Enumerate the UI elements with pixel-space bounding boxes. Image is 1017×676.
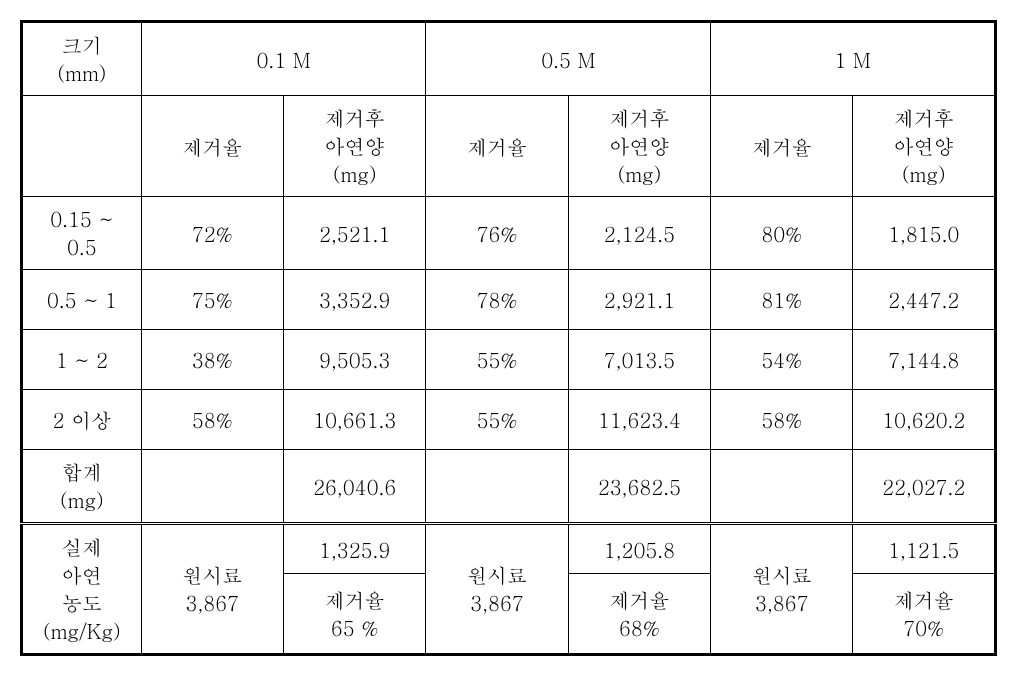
actual-label: 실제 아연 농도 (mg/Kg) <box>22 524 142 655</box>
total-label: 합계 (mg) <box>22 450 142 524</box>
data-table-container: 크기 (mm) 0.1 M 0.5 M 1 M 제거율 제거후 아연양 (mg)… <box>20 20 997 656</box>
header-row-1: 크기 (mm) 0.1 M 0.5 M 1 M <box>22 22 996 96</box>
raw-sample-2: 원시료 3,867 <box>426 524 568 655</box>
row-size: 1 ~ 2 <box>22 330 142 390</box>
table-row: 0.5 ~ 1 75% 3,352.9 78% 2,921.1 81% 2,44… <box>22 270 996 330</box>
subheader-after-1: 제거후 아연양 (mg) <box>283 96 426 197</box>
cell-after: 2,447.2 <box>853 270 996 330</box>
actual-removal-2: 제거율 68% <box>568 574 711 655</box>
row-size: 2 이상 <box>22 390 142 450</box>
cell-removal: 76% <box>426 197 568 270</box>
total-cell <box>711 450 853 524</box>
total-cell <box>426 450 568 524</box>
cell-removal: 80% <box>711 197 853 270</box>
cell-after: 1,815.0 <box>853 197 996 270</box>
cell-after: 2,921.1 <box>568 270 711 330</box>
table-row: 0.15 ~ 0.5 72% 2,521.1 76% 2,124.5 80% 1… <box>22 197 996 270</box>
cell-after: 2,521.1 <box>283 197 426 270</box>
cell-removal: 55% <box>426 390 568 450</box>
raw-sample-3: 원시료 3,867 <box>711 524 853 655</box>
cell-removal: 58% <box>141 390 283 450</box>
cell-removal: 75% <box>141 270 283 330</box>
header-col1: 0.1 M <box>141 22 426 96</box>
actual-row-1: 실제 아연 농도 (mg/Kg) 원시료 3,867 1,325.9 원시료 3… <box>22 524 996 574</box>
cell-after: 2,124.5 <box>568 197 711 270</box>
cell-removal: 72% <box>141 197 283 270</box>
cell-after: 11,623.4 <box>568 390 711 450</box>
total-cell <box>141 450 283 524</box>
table-row: 1 ~ 2 38% 9,505.3 55% 7,013.5 54% 7,144.… <box>22 330 996 390</box>
cell-after: 3,352.9 <box>283 270 426 330</box>
total-cell: 26,040.6 <box>283 450 426 524</box>
cell-removal: 81% <box>711 270 853 330</box>
subheader-after-2: 제거후 아연양 (mg) <box>568 96 711 197</box>
header-row-2: 제거율 제거후 아연양 (mg) 제거율 제거후 아연양 (mg) 제거율 제거… <box>22 96 996 197</box>
actual-removal-3: 제거율 70% <box>853 574 996 655</box>
subheader-removal-1: 제거율 <box>141 96 283 197</box>
total-cell: 22,027.2 <box>853 450 996 524</box>
data-table: 크기 (mm) 0.1 M 0.5 M 1 M 제거율 제거후 아연양 (mg)… <box>20 20 997 656</box>
subheader-removal-2: 제거율 <box>426 96 568 197</box>
header-size-line1: 크기 <box>27 31 137 59</box>
cell-after: 7,144.8 <box>853 330 996 390</box>
cell-removal: 58% <box>711 390 853 450</box>
subheader-removal-3: 제거율 <box>711 96 853 197</box>
table-row: 2 이상 58% 10,661.3 55% 11,623.4 58% 10,62… <box>22 390 996 450</box>
cell-removal: 54% <box>711 330 853 390</box>
total-row: 합계 (mg) 26,040.6 23,682.5 22,027.2 <box>22 450 996 524</box>
subheader-after-3: 제거후 아연양 (mg) <box>853 96 996 197</box>
row-size: 0.15 ~ 0.5 <box>22 197 142 270</box>
total-cell: 23,682.5 <box>568 450 711 524</box>
cell-after: 10,661.3 <box>283 390 426 450</box>
cell-removal: 38% <box>141 330 283 390</box>
header-empty <box>22 96 142 197</box>
header-col3: 1 M <box>711 22 996 96</box>
header-size-line2: (mm) <box>27 59 137 87</box>
cell-after: 10,620.2 <box>853 390 996 450</box>
raw-sample-1: 원시료 3,867 <box>141 524 283 655</box>
cell-removal: 55% <box>426 330 568 390</box>
actual-conc-3: 1,121.5 <box>853 524 996 574</box>
actual-conc-2: 1,205.8 <box>568 524 711 574</box>
cell-after: 9,505.3 <box>283 330 426 390</box>
cell-after: 7,013.5 <box>568 330 711 390</box>
header-col2: 0.5 M <box>426 22 711 96</box>
header-size: 크기 (mm) <box>22 22 142 96</box>
cell-removal: 78% <box>426 270 568 330</box>
row-size: 0.5 ~ 1 <box>22 270 142 330</box>
actual-removal-1: 제거율 65 % <box>283 574 426 655</box>
actual-conc-1: 1,325.9 <box>283 524 426 574</box>
